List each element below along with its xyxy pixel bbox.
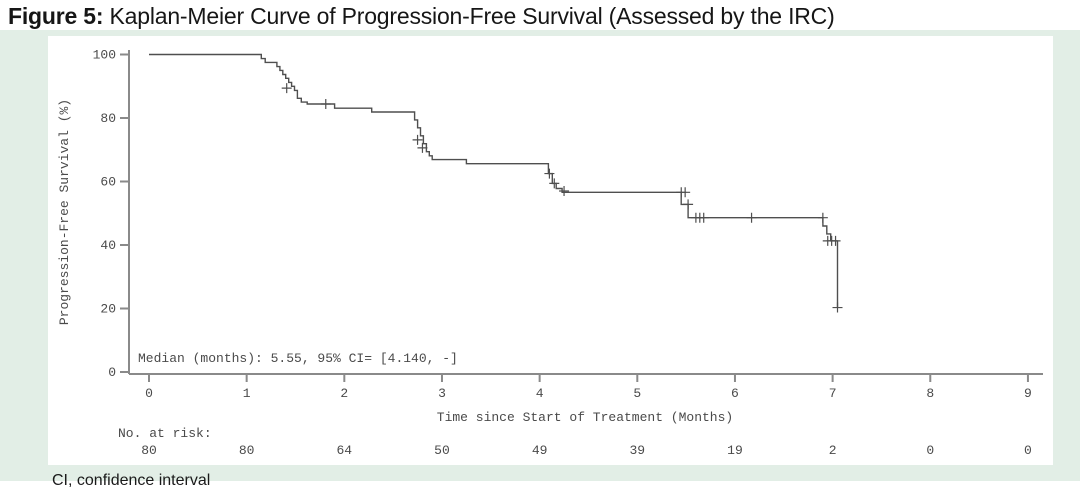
x-tick-label: 5 — [633, 386, 641, 401]
risk-count: 0 — [1024, 443, 1032, 458]
censor-mark — [817, 212, 828, 223]
y-tick-label: 80 — [100, 111, 116, 126]
figure-title: Figure 5: Kaplan-Meier Curve of Progress… — [8, 3, 835, 30]
risk-count: 0 — [926, 443, 934, 458]
plot-panel: 0 20 40 60 80 100 0 1 2 3 4 5 6 7 8 9 Time since Start o… — [48, 36, 1053, 465]
x-tick-label: 7 — [829, 386, 837, 401]
figure-title-prefix: Figure 5: — [8, 3, 104, 29]
risk-count: 39 — [629, 443, 645, 458]
figure-footnote: CI, confidence interval — [52, 472, 211, 489]
censor-mark — [746, 212, 757, 223]
risk-count: 19 — [727, 443, 743, 458]
y-tick-label: 100 — [93, 48, 116, 63]
censor-mark — [559, 186, 570, 197]
censor-mark — [698, 212, 709, 223]
x-axis-title: Time since Start of Treatment (Months) — [437, 410, 733, 425]
censor-mark — [281, 83, 292, 94]
x-tick-label: 0 — [145, 386, 153, 401]
y-tick-label: 40 — [100, 238, 116, 253]
censor-mark — [683, 199, 694, 210]
censor-mark — [412, 134, 423, 145]
censor-mark — [832, 302, 843, 313]
risk-count: 2 — [829, 443, 837, 458]
x-tick-label: 4 — [536, 386, 544, 401]
y-tick-label: 60 — [100, 175, 116, 190]
risk-count: 80 — [239, 443, 255, 458]
censor-mark — [680, 187, 691, 198]
x-tick-label: 3 — [438, 386, 446, 401]
figure-title-text: Kaplan-Meier Curve of Progression-Free S… — [103, 3, 835, 29]
figure-panel: 0 20 40 60 80 100 0 1 2 3 4 5 6 7 8 9 Time since Start o… — [0, 30, 1080, 481]
x-tick-label: 8 — [926, 386, 934, 401]
risk-count: 64 — [337, 443, 353, 458]
median-annotation: Median (months): 5.55, 95% CI= [4.140, -… — [138, 351, 458, 366]
y-tick-label: 0 — [108, 365, 116, 380]
x-tick-label: 1 — [243, 386, 251, 401]
censor-mark — [549, 178, 560, 189]
x-tick-label: 9 — [1024, 386, 1032, 401]
y-axis-title: Progression-Free Survival (%) — [57, 99, 72, 325]
censor-mark — [320, 99, 331, 110]
risk-count: 50 — [434, 443, 450, 458]
censor-mark — [830, 235, 841, 246]
km-step-curve — [149, 53, 839, 308]
x-tick-label: 6 — [731, 386, 739, 401]
y-tick-label: 20 — [100, 302, 116, 317]
x-tick-label: 2 — [340, 386, 348, 401]
risk-table-label: No. at risk: — [118, 426, 212, 441]
risk-count: 49 — [532, 443, 548, 458]
censor-mark — [417, 142, 428, 153]
risk-count: 80 — [141, 443, 157, 458]
censor-mark — [544, 168, 555, 179]
